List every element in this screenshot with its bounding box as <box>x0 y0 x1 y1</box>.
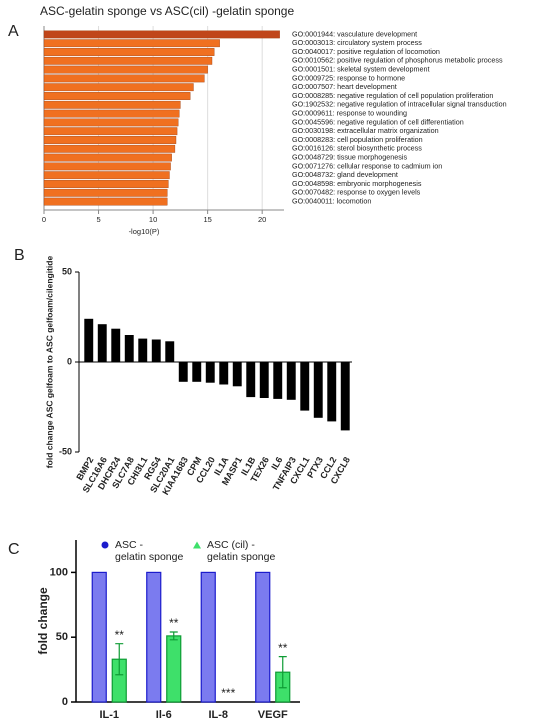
significance-label: ** <box>278 641 288 655</box>
y-tick-label: 50 <box>62 266 72 276</box>
legend-marker <box>193 541 201 549</box>
x-tick-label: 0 <box>42 215 46 224</box>
bar <box>340 362 350 431</box>
bar <box>84 318 94 362</box>
bar <box>43 180 169 188</box>
error-bar <box>115 643 124 676</box>
y-tick-label: 0 <box>67 356 72 366</box>
term-label: GO:0048729: tissue morphogenesis <box>292 153 407 162</box>
bar <box>43 39 220 48</box>
term-label: GO:0001944: vasculature development <box>292 29 417 38</box>
y-tick-label: 0 <box>62 696 68 708</box>
bar <box>43 162 171 171</box>
x-tick-label: Il-6 <box>156 709 172 721</box>
term-label: GO:1902532: negative regulation of intra… <box>292 100 507 109</box>
panel-label: A <box>8 23 19 40</box>
term-label: GO:0003013: circulatory system process <box>292 38 422 47</box>
term-label: GO:0048732: gland development <box>292 170 398 179</box>
bar <box>97 324 107 362</box>
bar <box>43 109 180 118</box>
bar <box>43 30 280 39</box>
x-tick-label: 20 <box>258 215 266 224</box>
bar <box>146 571 162 703</box>
term-label: GO:0009611: response to wounding <box>292 109 407 118</box>
bar <box>273 362 283 399</box>
y-axis-label: fold change ASC gelfoam to ASC gelfoam/c… <box>44 256 54 469</box>
bar <box>43 74 205 83</box>
bar <box>43 171 170 180</box>
term-label: GO:0010562: positive regulation of phosp… <box>292 56 503 65</box>
x-axis-label: -log10(P) <box>129 227 160 236</box>
bar <box>219 362 229 385</box>
x-tick-label: 5 <box>96 215 100 224</box>
significance-label: ** <box>169 616 179 630</box>
legend-marker <box>101 541 109 549</box>
bar <box>200 571 216 703</box>
term-label: GO:0009725: response to hormone <box>292 73 405 82</box>
legend-label: ASC (cil) -gelatin sponge <box>207 539 275 563</box>
bar <box>43 100 181 109</box>
term-label: GO:0040017: positive regulation of locom… <box>292 47 440 56</box>
term-label: GO:0007507: heart development <box>292 82 397 91</box>
x-tick-label: IL-8 <box>208 709 228 721</box>
bar <box>43 188 168 197</box>
bar <box>300 362 310 411</box>
bar <box>43 136 177 144</box>
bar <box>205 362 215 383</box>
bar <box>91 571 107 703</box>
term-label: GO:0070482: response to oxygen levels <box>292 188 421 197</box>
bar <box>43 56 213 65</box>
bar <box>232 362 242 387</box>
legend-label: ASC -gelatin sponge <box>115 539 183 563</box>
term-label: GO:0048598: embryonic morphogenesis <box>292 179 422 188</box>
bar <box>286 362 296 400</box>
bar <box>246 362 256 398</box>
bar <box>43 83 194 92</box>
term-label: GO:0001501: skeletal system development <box>292 65 429 74</box>
y-tick-label: 50 <box>56 631 68 643</box>
x-tick-label: 15 <box>203 215 211 224</box>
chart-title: ASC-gelatin sponge vs ASC(cil) -gelatin … <box>40 4 294 18</box>
term-label: GO:0008285: negative regulation of cell … <box>292 91 493 100</box>
term-label: GO:0030198: extracellular matrix organiz… <box>292 126 439 135</box>
x-tick-label: VEGF <box>258 709 288 721</box>
y-tick-label: -50 <box>59 446 72 456</box>
term-label: GO:0008283: cell population proliferatio… <box>292 135 423 144</box>
bar <box>166 635 182 703</box>
error-bar <box>278 656 287 689</box>
bar <box>138 338 148 362</box>
panel-label: C <box>8 541 20 558</box>
term-label: GO:0071276: cellular response to cadmium… <box>292 161 442 170</box>
error-bar <box>169 631 178 641</box>
y-axis-label: fold change <box>36 587 50 655</box>
bar <box>43 48 215 56</box>
bar <box>124 335 134 362</box>
bar <box>192 362 202 382</box>
bar <box>178 362 188 382</box>
y-tick-label: 100 <box>50 566 68 578</box>
bar <box>165 341 175 362</box>
term-label: GO:0016126: sterol biosynthetic process <box>292 144 422 153</box>
x-tick-label: 10 <box>149 215 157 224</box>
term-label: GO:0045596: negative regulation of cell … <box>292 117 464 126</box>
bar <box>255 571 271 703</box>
bar <box>327 362 337 422</box>
bar <box>43 65 208 74</box>
x-tick-label: IL-1 <box>99 709 119 721</box>
bar <box>43 118 179 127</box>
term-label: GO:0040011: locomotion <box>292 197 371 206</box>
panel-label: B <box>14 247 25 264</box>
bar <box>43 92 191 100</box>
bar <box>313 362 323 418</box>
bar <box>43 153 172 162</box>
bar <box>111 328 121 362</box>
bar <box>43 197 168 206</box>
bar <box>151 339 161 362</box>
bar <box>43 144 176 153</box>
bar <box>43 127 178 136</box>
significance-label: ** <box>115 628 125 642</box>
significance-label: *** <box>221 686 235 700</box>
bar <box>259 362 269 398</box>
